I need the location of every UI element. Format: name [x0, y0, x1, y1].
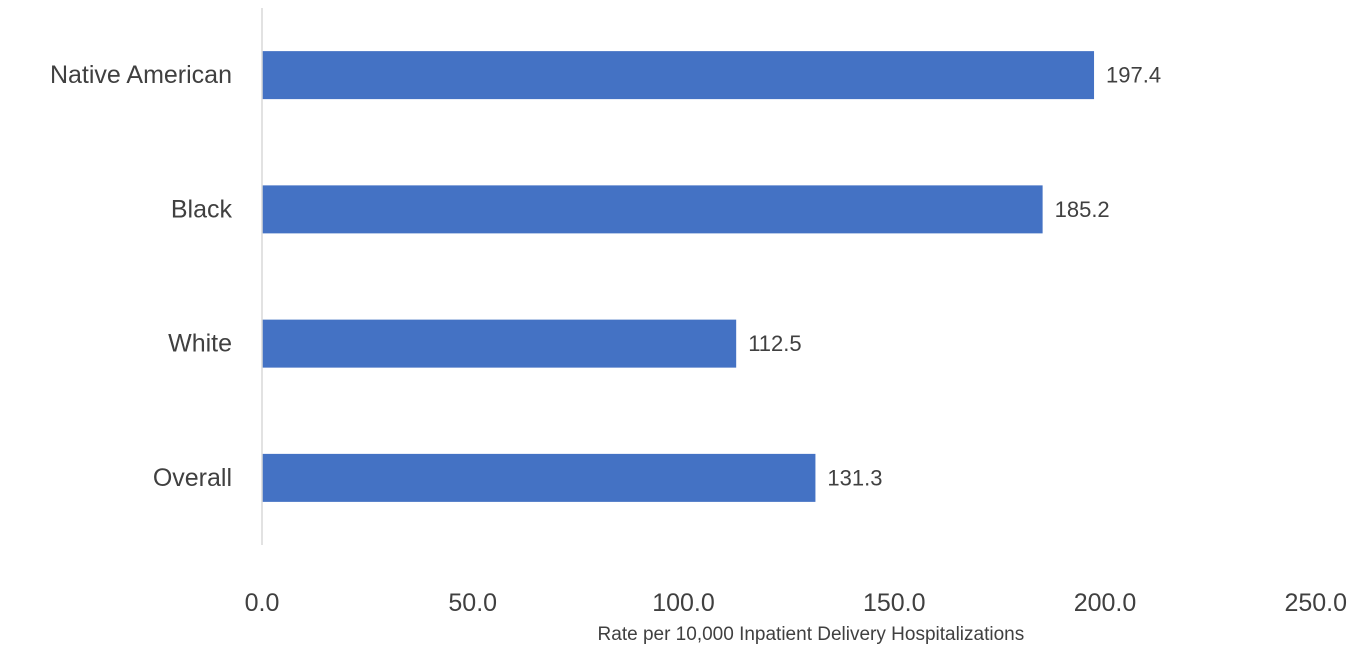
x-tick-labels: 0.0 50.0 100.0 150.0 200.0 250.0	[245, 589, 1347, 617]
x-tick-label: 150.0	[863, 589, 926, 617]
bar-native-american	[262, 51, 1095, 100]
category-label: White	[168, 330, 232, 358]
x-tick-label: 250.0	[1284, 589, 1347, 617]
x-tick-label: 200.0	[1074, 589, 1137, 617]
bar-overall	[262, 453, 816, 502]
data-label: 185.2	[1055, 197, 1110, 222]
bars-layer	[262, 51, 1095, 502]
x-tick-label: 100.0	[652, 589, 715, 617]
bar-white	[262, 319, 737, 368]
category-label: Overall	[153, 464, 232, 492]
value-labels: 197.4 185.2 112.5 131.3	[748, 63, 1161, 491]
data-label: 131.3	[827, 465, 882, 490]
data-label: 112.5	[748, 331, 801, 356]
x-tick-label: 50.0	[448, 589, 497, 617]
x-tick-label: 0.0	[245, 589, 280, 617]
data-label: 197.4	[1106, 63, 1161, 88]
category-label: Native American	[50, 61, 232, 89]
bar-black	[262, 185, 1043, 234]
category-label: Black	[171, 195, 233, 223]
x-axis-title: Rate per 10,000 Inpatient Delivery Hospi…	[598, 624, 1025, 645]
category-labels: Native American Black White Overall	[50, 61, 233, 492]
